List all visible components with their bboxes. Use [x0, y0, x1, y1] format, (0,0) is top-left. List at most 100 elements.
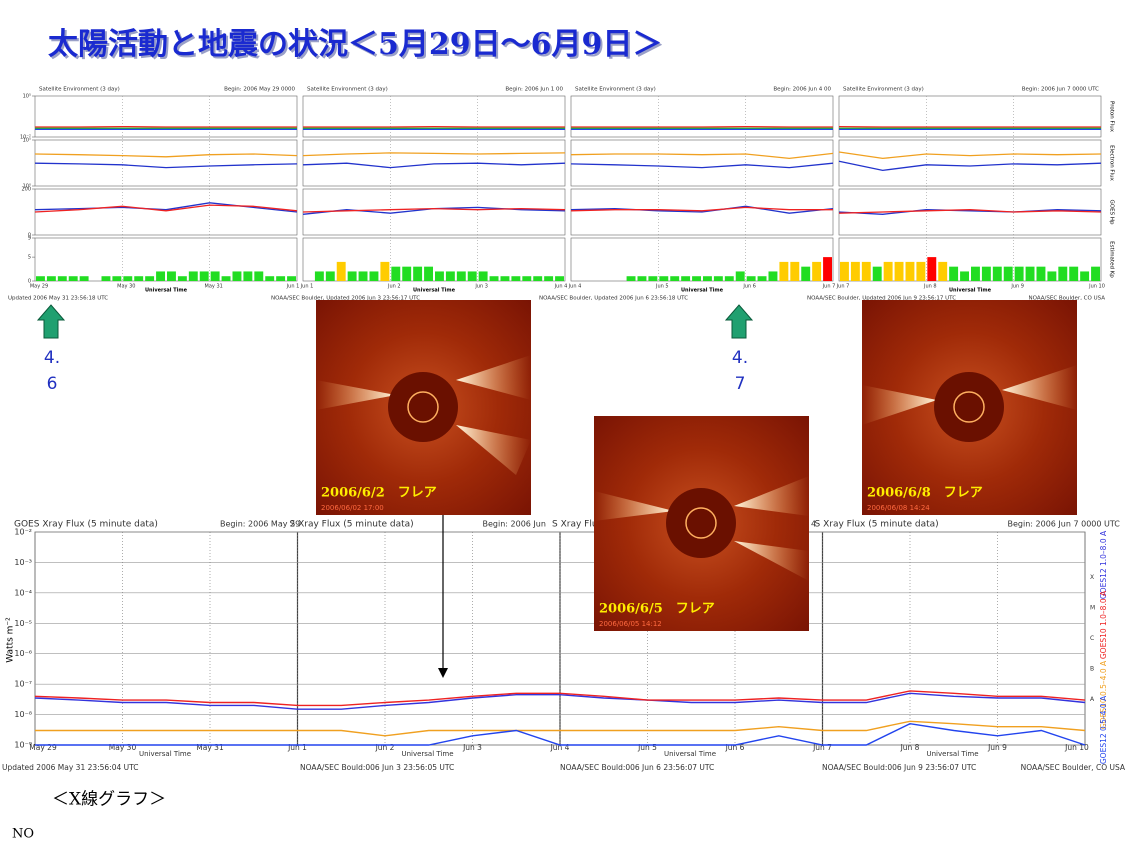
- kp-bar: [402, 266, 412, 281]
- kp-bar: [177, 276, 187, 281]
- x-tick-label: Jun 3: [462, 743, 482, 752]
- kp-bar: [101, 276, 111, 281]
- arrow-label: 6: [47, 374, 58, 394]
- sun-disk: [953, 391, 985, 423]
- arrow-label: 4.: [732, 348, 748, 368]
- kp-bar: [626, 276, 636, 281]
- streamer: [734, 541, 809, 581]
- x-axis-label: Universal Time: [664, 750, 716, 758]
- hp-line: [570, 206, 833, 212]
- streamer: [734, 476, 809, 516]
- kp-bar: [894, 261, 904, 281]
- slide-note: NO: [12, 827, 34, 842]
- x-tick-label: May 30: [117, 284, 135, 290]
- overlay: 4. 6 4. 7 2006/6/2 フレア 2006/06/02 17:00 2006/6…: [36, 300, 1077, 678]
- x-tick-label: Jun 2: [375, 743, 395, 752]
- kp-bar: [779, 261, 789, 281]
- electron-line: [838, 151, 1102, 160]
- xray-begin: Begin: 2006 Jun 7 0000 UTC: [1008, 520, 1121, 529]
- flare-class: C: [1090, 635, 1094, 642]
- y-tick-label: 10⁻⁶: [14, 649, 32, 658]
- streamer: [456, 425, 531, 475]
- kp-bar: [112, 276, 122, 281]
- kp-bar: [347, 271, 357, 281]
- hp-line: [302, 207, 566, 213]
- image-2: [594, 416, 809, 631]
- x-tick-label: Jun 8: [900, 743, 920, 752]
- occulter: [934, 372, 1004, 442]
- plot-frame: [570, 139, 834, 187]
- kp-bar: [840, 261, 849, 281]
- legend-entry: GOES10 1.0–8.0 A: [1099, 590, 1108, 659]
- kp-bar: [489, 276, 499, 281]
- kp-bar: [960, 271, 969, 281]
- kp-bar: [435, 271, 444, 281]
- kp-bar: [391, 266, 401, 281]
- credit: NOAA/SEC Boulder, CO USA: [1028, 296, 1105, 302]
- kp-bar: [210, 271, 220, 281]
- kp-bar: [692, 276, 701, 281]
- xray-footer: NOAA/SEC Bould:006 Jun 3 23:56:05 UTC: [300, 763, 454, 772]
- x-tick-label: Jun 1: [300, 284, 314, 290]
- panel-label: GOES Hp: [1109, 200, 1115, 225]
- kp-bar: [500, 276, 510, 281]
- y-tick-label: 10⁻⁹: [14, 741, 32, 750]
- occulter: [388, 372, 458, 442]
- legend-entry: GOES12 0.5–4.0 A: [1099, 695, 1108, 764]
- kp-bar: [265, 276, 275, 281]
- xray-begin: Begin: 2006 May 29: [220, 520, 300, 529]
- kp-bar: [637, 276, 647, 281]
- y-tick-label: 10⁻⁴: [14, 588, 32, 597]
- series-line: [35, 720, 1086, 737]
- x-axis-label: Universal Time: [139, 750, 191, 758]
- y-tick-label: 10⁻⁸: [14, 710, 32, 719]
- kp-bar: [905, 261, 915, 281]
- kp-bar: [467, 271, 477, 281]
- flare-class: B: [1090, 665, 1094, 672]
- kp-bar: [659, 276, 669, 281]
- x-tick-label: Jun 2: [387, 284, 401, 290]
- y-tick-label: 10⁵: [23, 138, 31, 144]
- image-caption: 2006/6/2 フレア: [321, 486, 437, 501]
- x-tick-label: Jun 5: [637, 743, 657, 752]
- plot-frame: [570, 188, 834, 236]
- kp-bar: [812, 261, 822, 281]
- x-tick-label: Jun 7: [822, 284, 836, 290]
- footer: NOAA/SEC Boulder, Updated 2006 Jun 6 23:…: [539, 296, 688, 302]
- arrow-label: 7: [735, 374, 746, 394]
- plot-frame: [302, 139, 566, 187]
- kp-bar: [79, 276, 89, 281]
- kp-bar: [336, 261, 346, 281]
- kp-bar: [927, 257, 937, 281]
- plot-frame: [34, 237, 298, 282]
- electron-line: [838, 160, 1102, 172]
- kp-bar: [1003, 266, 1013, 281]
- x-tick-label: Jun 5: [655, 284, 669, 290]
- x-tick-label: Jun 1: [286, 284, 300, 290]
- hp-line: [838, 209, 1102, 214]
- kp-bar: [1014, 266, 1024, 281]
- series-line: [34, 692, 1086, 710]
- x-tick-label: May 31: [196, 743, 224, 752]
- kp-bar: [167, 271, 176, 281]
- image-3: [862, 300, 1077, 515]
- kp-bar: [424, 266, 433, 281]
- x-tick-label: Jun 10: [1064, 743, 1089, 752]
- kp-bar: [243, 271, 253, 281]
- y-tick-label: 10⁻⁵: [14, 619, 32, 628]
- pointer-head: [438, 668, 448, 678]
- panel-begin: Begin: 2006 Jun 4 00: [773, 87, 831, 93]
- electron-line: [302, 162, 566, 169]
- kp-bar: [883, 261, 893, 281]
- y-tick-label: 10⁻²: [14, 528, 32, 537]
- footer: NOAA/SEC Boulder, Updated 2006 Jun 9 23:…: [807, 296, 956, 302]
- x-tick-label: Jun 4: [554, 284, 568, 290]
- kp-bar: [724, 276, 734, 281]
- series-line: [35, 722, 1086, 746]
- kp-bar: [735, 271, 745, 281]
- kp-bar: [823, 257, 832, 281]
- kp-bar: [413, 266, 423, 281]
- streamer: [1002, 365, 1077, 410]
- kp-bar: [188, 271, 198, 281]
- x-tick-label: Jun 6: [742, 284, 756, 290]
